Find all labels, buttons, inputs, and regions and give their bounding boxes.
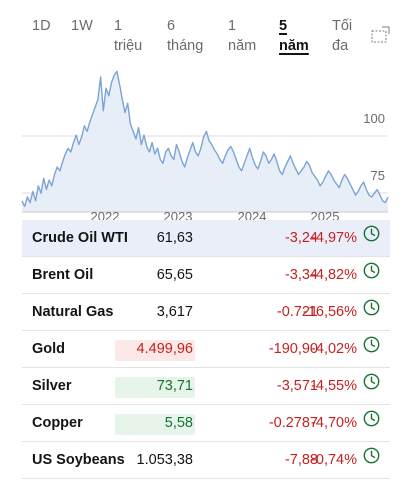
- percent-change: -4,55%: [311, 378, 357, 394]
- percent-change: -4,02%: [311, 341, 357, 357]
- clock-icon: [363, 294, 380, 316]
- percent-change: -4,82%: [311, 267, 357, 283]
- tab-max[interactable]: Tối đa: [332, 18, 353, 54]
- price-highlight: [115, 340, 195, 361]
- table-row[interactable]: Crude Oil WTI 61,63 -3,24 -4,97%: [22, 220, 390, 257]
- table-row[interactable]: Gold 4.499,96 -190,90 -4,02%: [22, 331, 390, 368]
- price-change: -3,571: [276, 378, 318, 394]
- last-price: 73,71: [156, 378, 193, 394]
- commodity-name: Crude Oil WTI: [32, 230, 128, 246]
- commodity-name: Brent Oil: [32, 267, 94, 283]
- commodity-name: Natural Gas: [32, 304, 114, 320]
- x-tick-2025: 2025: [311, 209, 340, 222]
- price-change: -3,34: [284, 267, 318, 283]
- last-price: 3,617: [156, 304, 193, 320]
- percent-change: -4,70%: [311, 415, 357, 431]
- percent-change: -4,97%: [311, 230, 357, 246]
- price-chart: 100 75 2022 2023 2024 2025: [0, 62, 408, 222]
- price-area-fill: [22, 71, 388, 213]
- price-change: -0.721: [276, 304, 318, 320]
- y-tick-75: 75: [371, 168, 385, 183]
- tab-1w[interactable]: 1W: [71, 18, 93, 34]
- y-tick-100: 100: [363, 111, 385, 126]
- last-price: 4.499,96: [136, 341, 193, 357]
- table-row[interactable]: Brent Oil 65,65 -3,34 -4,82%: [22, 257, 390, 294]
- price-change: -3,24: [284, 230, 318, 246]
- x-tick-2023: 2023: [164, 209, 193, 222]
- percent-change: -16,56%: [302, 304, 357, 320]
- percent-change: -0,74%: [311, 452, 357, 468]
- range-tab-bar: 1D 1W 1 triệu 6 tháng 1 năm 5 năm Tối đa: [0, 0, 408, 62]
- table-row[interactable]: US Soybeans 1.053,38 -7,88 -0,74%: [22, 442, 390, 479]
- last-price: 1.053,38: [136, 452, 193, 468]
- commodity-name: Copper: [32, 415, 83, 431]
- price-line: [21, 70, 389, 208]
- tab-6-months[interactable]: 6 tháng: [167, 18, 204, 54]
- x-tick-2022: 2022: [91, 209, 120, 222]
- x-tick-2024: 2024: [238, 209, 267, 222]
- table-row[interactable]: Copper 5,58 -0.2787 -4,70%: [22, 405, 390, 442]
- tab-1-year[interactable]: 1 năm: [228, 18, 257, 54]
- price-change: -0.2787: [268, 415, 318, 431]
- expand-icon[interactable]: [370, 26, 390, 44]
- clock-icon: [363, 442, 380, 464]
- last-price: 61,63: [156, 230, 193, 246]
- last-price: 5,58: [164, 415, 193, 431]
- table-row[interactable]: Silver 73,71 -3,571 -4,55%: [22, 368, 390, 405]
- clock-icon: [363, 368, 380, 390]
- commodity-name: Gold: [32, 341, 66, 357]
- clock-icon: [363, 405, 380, 427]
- clock-icon: [363, 331, 380, 353]
- last-price: 65,65: [156, 267, 193, 283]
- price-change: -7,88: [284, 452, 318, 468]
- tab-5-years[interactable]: 5 năm: [279, 18, 309, 54]
- price-change: -190,90: [268, 341, 318, 357]
- price-highlight: [115, 377, 195, 398]
- commodity-name: Silver: [32, 378, 72, 394]
- commodity-table: Crude Oil WTI 61,63 -3,24 -4,97% Brent Oil 65…: [22, 220, 390, 479]
- tab-1-month[interactable]: 1 triệu: [114, 18, 143, 54]
- tab-1d[interactable]: 1D: [32, 18, 51, 34]
- commodity-name: US Soybeans: [32, 452, 125, 468]
- price-highlight: [115, 414, 195, 435]
- clock-icon: [363, 220, 380, 242]
- clock-icon: [363, 257, 380, 279]
- table-row[interactable]: Natural Gas 3,617 -0.721 -16,56%: [22, 294, 390, 331]
